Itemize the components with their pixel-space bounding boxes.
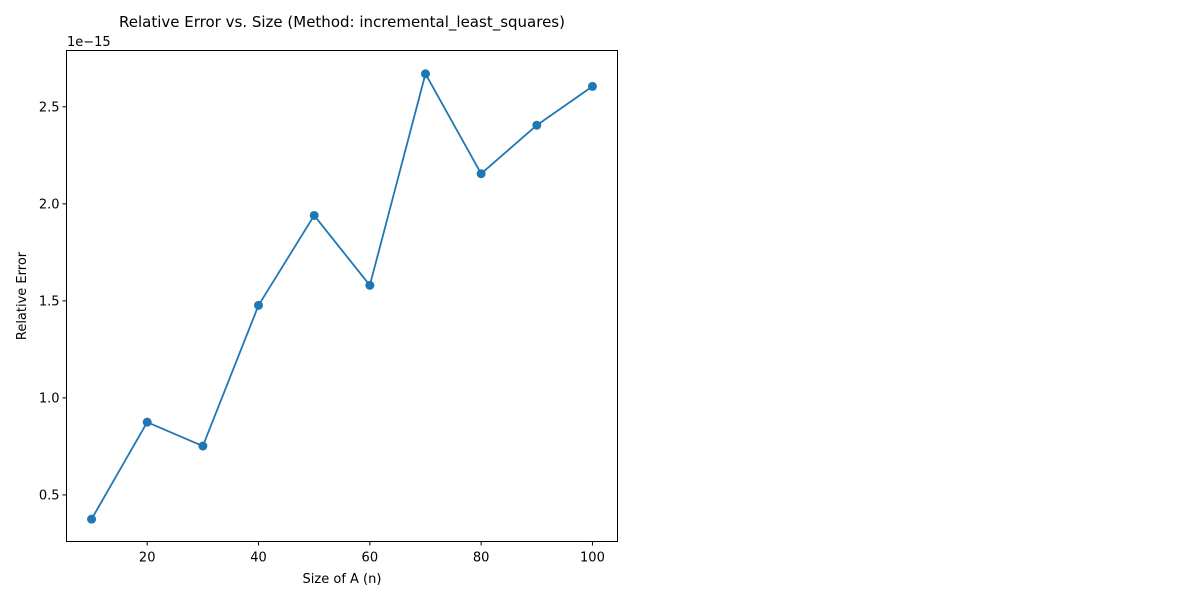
data-point xyxy=(254,300,264,310)
chart-title: Relative Error vs. Size (Method: increme… xyxy=(119,13,565,32)
x-tick-label: 40 xyxy=(250,551,267,566)
data-point xyxy=(476,169,486,179)
x-axis-label: Size of A (n) xyxy=(303,572,382,587)
y-tick-label: 0.5 xyxy=(39,488,60,503)
y-tick-label: 1.5 xyxy=(39,294,60,309)
x-tick-label: 20 xyxy=(139,551,156,566)
x-tick-label: 100 xyxy=(580,551,605,566)
x-tick-label: 80 xyxy=(473,551,490,566)
axes-frame xyxy=(66,50,618,542)
series-line xyxy=(90,72,593,520)
series-layer xyxy=(87,69,597,524)
data-point xyxy=(420,69,430,79)
data-point xyxy=(87,514,97,524)
y-axis-label: Relative Error xyxy=(15,251,30,340)
data-point xyxy=(532,120,542,130)
data-point xyxy=(587,81,597,91)
x-axis-ticks: 20 40 60 80 100 xyxy=(139,541,605,566)
y-tick-label: 2.0 xyxy=(39,197,60,212)
data-point xyxy=(309,210,319,220)
x-tick-label: 60 xyxy=(362,551,379,566)
y-axis-ticks: 0.5 1.0 1.5 2.0 2.5 xyxy=(39,100,67,503)
data-point xyxy=(365,280,375,290)
y-axis-offset-label: 1e−15 xyxy=(67,35,111,50)
data-point xyxy=(142,417,152,427)
data-point xyxy=(198,441,208,451)
y-tick-label: 2.5 xyxy=(39,100,60,115)
y-tick-label: 1.0 xyxy=(39,391,60,406)
